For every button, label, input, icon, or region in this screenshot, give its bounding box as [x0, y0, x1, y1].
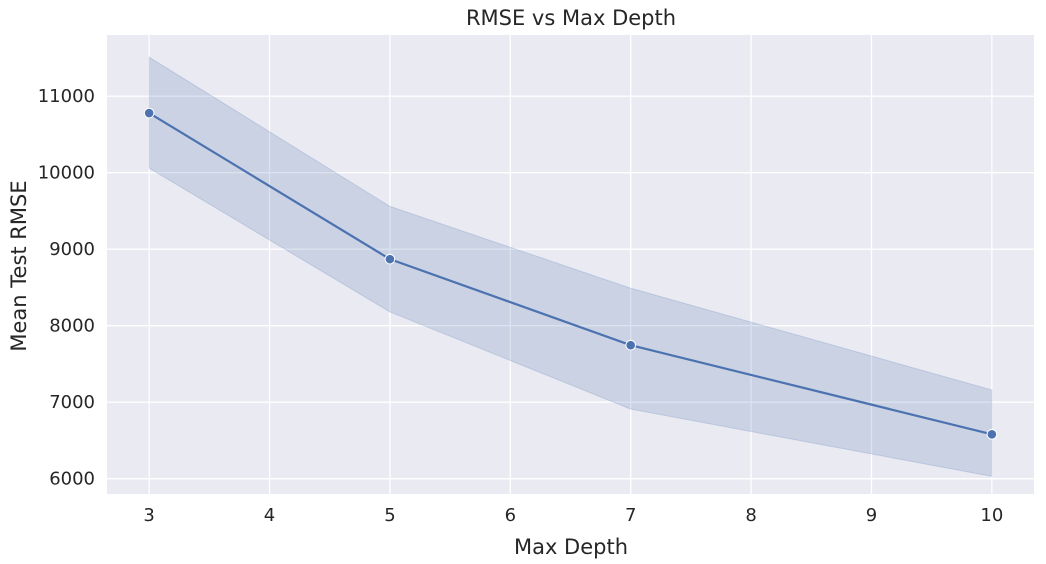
y-tick-labels: 6000 7000 8000 9000 10000 11000 — [38, 86, 95, 490]
y-tick-label: 9000 — [49, 239, 95, 260]
grid-lines — [107, 35, 1034, 494]
data-point — [625, 339, 636, 351]
data-points — [143, 107, 998, 440]
confidence-band — [148, 56, 993, 478]
x-tick-labels: 3 4 5 6 7 8 9 10 — [143, 505, 1003, 526]
x-tick-label: 4 — [264, 505, 275, 526]
x-tick-label: 8 — [745, 505, 756, 526]
x-axis-label: Max Depth — [514, 535, 628, 559]
x-tick-label: 6 — [505, 505, 516, 526]
series-line — [148, 112, 993, 436]
chart-title: RMSE vs Max Depth — [466, 6, 676, 30]
y-tick-label: 8000 — [49, 316, 95, 337]
y-axis-label: Mean Test RMSE — [7, 180, 31, 351]
x-tick-label: 7 — [625, 505, 636, 526]
y-tick-label: 6000 — [49, 469, 95, 490]
x-tick-label: 9 — [866, 505, 877, 526]
x-tick-label: 3 — [143, 505, 154, 526]
y-tick-label: 7000 — [49, 392, 95, 413]
x-tick-label: 10 — [980, 505, 1003, 526]
data-point — [143, 107, 155, 119]
x-tick-label: 5 — [384, 505, 395, 526]
data-point — [384, 253, 396, 265]
plot-area — [107, 35, 1034, 494]
y-tick-label: 11000 — [38, 86, 95, 107]
data-point — [986, 429, 998, 440]
y-tick-label: 10000 — [38, 163, 95, 184]
